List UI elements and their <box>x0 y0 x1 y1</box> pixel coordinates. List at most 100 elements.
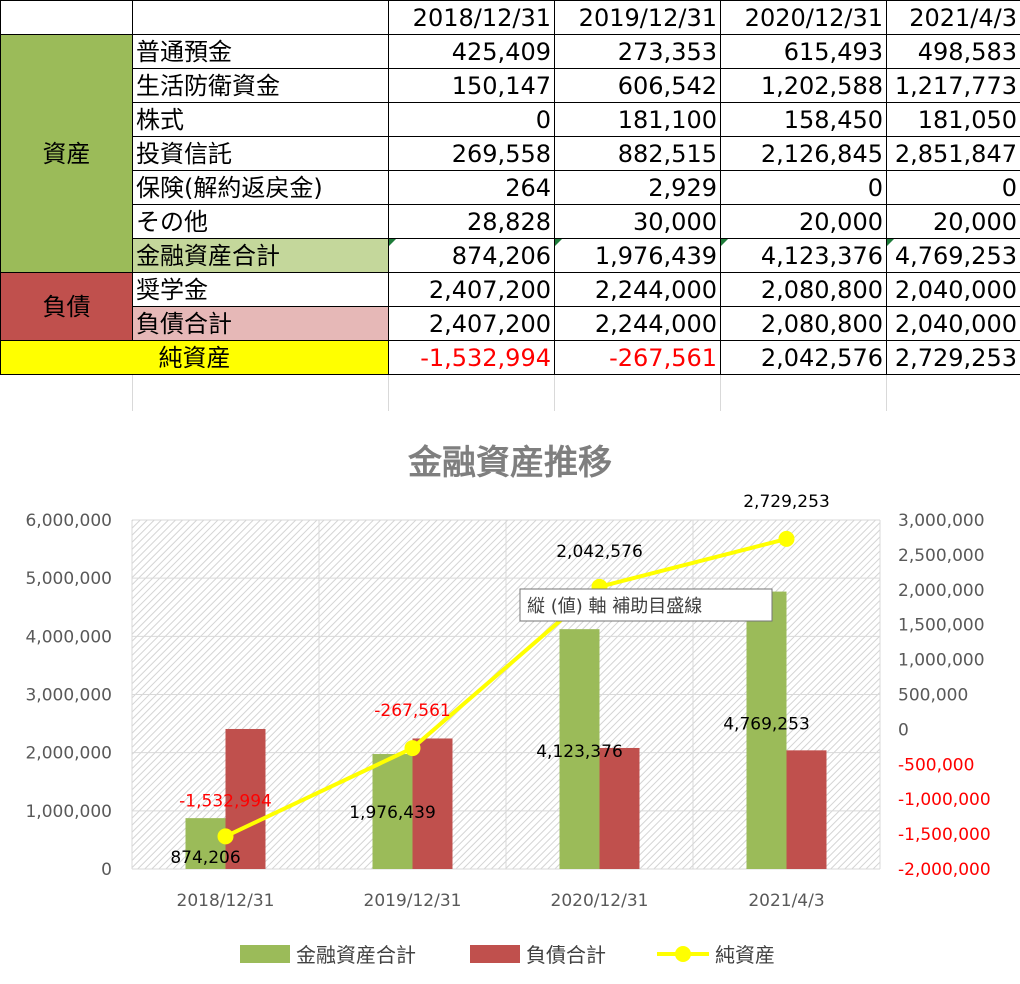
value-cell[interactable]: 158,450 <box>720 102 887 137</box>
value-cell[interactable]: 2,407,200 <box>388 272 555 307</box>
empty-cell[interactable] <box>132 374 389 411</box>
bar-asset[interactable] <box>185 818 226 869</box>
net-data-label[interactable]: -1,532,994 <box>179 791 272 811</box>
value-cell[interactable]: 882,515 <box>554 136 721 171</box>
row-label[interactable]: 生活防衛資金 <box>132 68 389 103</box>
row-label[interactable]: 保険(解約返戻金) <box>132 170 389 205</box>
header-cell[interactable]: 2019/12/31 <box>554 0 721 35</box>
net-assets-marker[interactable] <box>778 530 795 547</box>
header-cell[interactable] <box>0 0 133 35</box>
chart-area[interactable]: 金融資産推移 6,000,000 5,000,000 4,000,000 3,000,… <box>0 412 1020 984</box>
value-cell[interactable]: 181,100 <box>554 102 721 137</box>
value-cell[interactable]: 2,729,253 <box>886 340 1020 375</box>
value-cell[interactable]: 2,929 <box>554 170 721 205</box>
empty-cell[interactable] <box>554 374 721 411</box>
empty-cell[interactable] <box>0 374 133 411</box>
net-data-label[interactable]: 2,042,576 <box>556 542 643 562</box>
value-cell[interactable]: 615,493 <box>720 34 887 69</box>
bar-liability[interactable] <box>599 747 640 869</box>
empty-cell[interactable] <box>388 374 555 411</box>
value-cell[interactable]: 0 <box>886 170 1020 205</box>
value-cell[interactable]: 1,202,588 <box>720 68 887 103</box>
left-axis[interactable]: 6,000,000 5,000,000 4,000,000 3,000,000 2,00… <box>25 511 112 880</box>
asset-data-label[interactable]: 4,769,253 <box>723 715 810 735</box>
value-cell[interactable]: 4,769,253 <box>886 238 1020 273</box>
value-cell[interactable]: 181,050 <box>886 102 1020 137</box>
bar-series[interactable] <box>185 591 827 869</box>
net-assets-label[interactable]: 純資産 <box>0 340 389 375</box>
value-cell[interactable]: 498,583 <box>886 34 1020 69</box>
value-cell[interactable]: 28,828 <box>388 204 555 239</box>
value-cell[interactable]: 606,542 <box>554 68 721 103</box>
empty-cell[interactable] <box>886 374 1020 411</box>
net-assets-marker[interactable] <box>404 740 421 757</box>
row-label[interactable]: 普通預金 <box>132 34 389 69</box>
value-cell[interactable]: 2,244,000 <box>554 306 721 341</box>
legend-label[interactable]: 金融資産合計 <box>296 943 416 967</box>
value-cell[interactable]: 425,409 <box>388 34 555 69</box>
value-cell[interactable]: 0 <box>720 170 887 205</box>
chart-title[interactable]: 金融資産推移 <box>407 443 612 483</box>
asset-data-label[interactable]: 1,976,439 <box>349 803 436 823</box>
bar-asset[interactable] <box>372 754 413 869</box>
row-label[interactable]: 負債合計 <box>132 306 389 341</box>
value-cell[interactable]: 273,353 <box>554 34 721 69</box>
net-data-label[interactable]: 2,729,253 <box>743 492 830 512</box>
value-cell[interactable]: 874,206 <box>388 238 555 273</box>
bar-liability[interactable] <box>225 728 266 869</box>
header-cell[interactable] <box>132 0 389 35</box>
value-cell[interactable]: 2,080,800 <box>720 306 887 341</box>
value-cell[interactable]: 264 <box>388 170 555 205</box>
net-assets-marker[interactable] <box>217 828 234 845</box>
legend[interactable]: 金融資産合計 負債合計 純資産 <box>240 943 775 967</box>
right-tick-label: -1,000,000 <box>898 790 991 810</box>
value-cell[interactable]: 2,244,000 <box>554 272 721 307</box>
legend-label[interactable]: 純資産 <box>715 943 775 967</box>
asset-data-label[interactable]: 4,123,376 <box>536 742 623 762</box>
right-axis[interactable]: 3,000,000 2,500,000 2,000,000 1,500,000 1,00… <box>898 511 991 880</box>
combo-chart[interactable]: 金融資産推移 6,000,000 5,000,000 4,000,000 3,000,… <box>0 412 1020 984</box>
value-cell[interactable]: 2,040,000 <box>886 306 1020 341</box>
bar-liability[interactable] <box>412 738 453 869</box>
value-cell[interactable]: 269,558 <box>388 136 555 171</box>
value-cell[interactable]: 2,080,800 <box>720 272 887 307</box>
value-cell[interactable]: 2,040,000 <box>886 272 1020 307</box>
header-cell[interactable]: 2020/12/31 <box>720 0 887 35</box>
row-label[interactable]: 投資信託 <box>132 136 389 171</box>
bar-asset[interactable] <box>559 629 600 869</box>
value-cell[interactable]: 4,123,376 <box>720 238 887 273</box>
asset-section-cell[interactable]: 資産 <box>0 34 133 273</box>
bar-liability[interactable] <box>786 750 827 869</box>
empty-cell[interactable] <box>720 374 887 411</box>
value-cell[interactable]: 2,407,200 <box>388 306 555 341</box>
asset-data-label[interactable]: 874,206 <box>170 848 240 868</box>
value-cell[interactable]: 150,147 <box>388 68 555 103</box>
value-cell[interactable]: 1,217,773 <box>886 68 1020 103</box>
value-cell[interactable]: 2,126,845 <box>720 136 887 171</box>
data-labels[interactable]: 874,206 1,976,439 4,123,376 4,769,253 -1,532… <box>170 492 829 868</box>
left-tick-label: 6,000,000 <box>25 511 112 531</box>
value-cell[interactable]: 20,000 <box>720 204 887 239</box>
value-cell[interactable]: 1,976,439 <box>554 238 721 273</box>
value-cell[interactable]: -267,561 <box>554 340 721 375</box>
row-label[interactable]: その他 <box>132 204 389 239</box>
row-label[interactable]: 金融資産合計 <box>132 238 389 273</box>
value-cell[interactable]: -1,532,994 <box>388 340 555 375</box>
bar-asset[interactable] <box>746 591 787 869</box>
spreadsheet: 2018/12/31 2019/12/31 2020/12/31 2021/4/… <box>0 0 1020 412</box>
value-cell[interactable]: 20,000 <box>886 204 1020 239</box>
value-cell[interactable]: 30,000 <box>554 204 721 239</box>
net-assets-line[interactable] <box>224 536 787 839</box>
legend-label[interactable]: 負債合計 <box>526 943 606 967</box>
header-cell[interactable]: 2021/4/3 <box>886 0 1020 35</box>
liability-section-cell[interactable]: 負債 <box>0 272 133 341</box>
category-axis[interactable]: 2018/12/31 2019/12/31 2020/12/31 2021/4/3 <box>177 891 825 911</box>
row-label[interactable]: 株式 <box>132 102 389 137</box>
value-cell[interactable]: 2,042,576 <box>720 340 887 375</box>
value-cell[interactable]: 2,851,847 <box>886 136 1020 171</box>
value-cell[interactable]: 0 <box>388 102 555 137</box>
header-cell[interactable]: 2018/12/31 <box>388 0 555 35</box>
net-data-label[interactable]: -267,561 <box>374 701 450 721</box>
row-label[interactable]: 奨学金 <box>132 272 389 307</box>
table-row: 投資信託 269,558 882,515 2,126,845 2,851,847 <box>1 136 1020 171</box>
